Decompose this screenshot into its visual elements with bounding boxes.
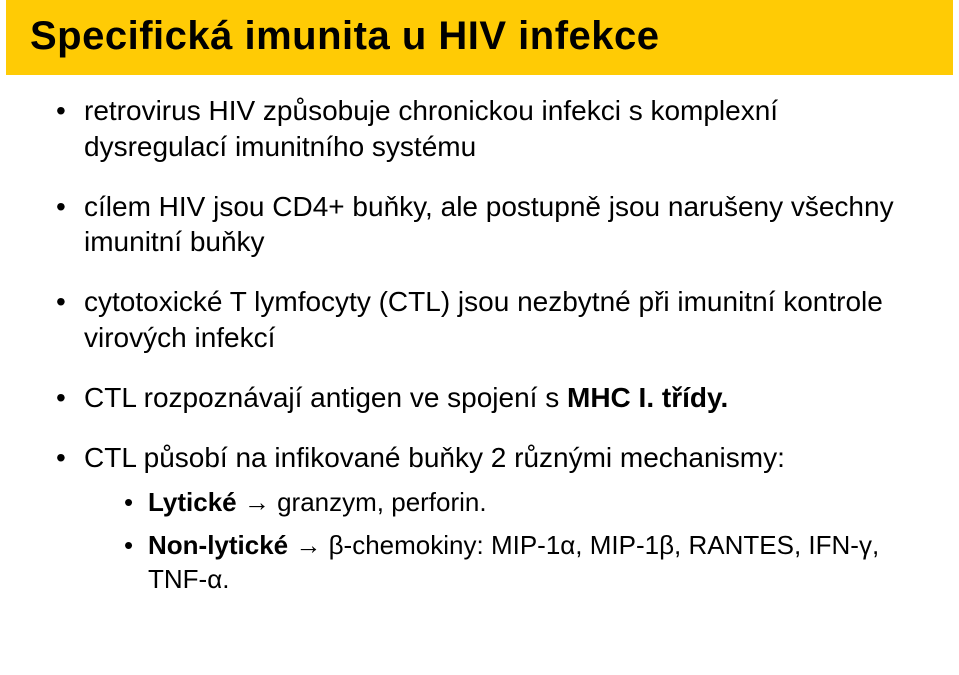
bullet-list: retrovirus HIV způsobuje chronickou infe… xyxy=(56,93,919,597)
sub-bullet-item: Lytické → granzym, perforin. xyxy=(124,486,919,520)
bullet-item: retrovirus HIV způsobuje chronickou infe… xyxy=(56,93,919,165)
content-area: retrovirus HIV způsobuje chronickou infe… xyxy=(0,75,959,597)
bullet-item: CTL rozpoznávají antigen ve spojení s MH… xyxy=(56,380,919,416)
title-band: Specifická imunita u HIV infekce xyxy=(6,0,953,75)
bullet-item: cytotoxické T lymfocyty (CTL) jsou nezby… xyxy=(56,284,919,356)
bold-text: Lytické xyxy=(148,487,237,517)
bold-text: Non-lytické xyxy=(148,530,288,560)
bullet-item: cílem HIV jsou CD4+ buňky, ale postupně … xyxy=(56,189,919,261)
slide-title: Specifická imunita u HIV infekce xyxy=(30,14,929,59)
sub-bullet-item: Non-lytické → β-chemokiny: MIP-1α, MIP-1… xyxy=(124,529,919,597)
bullet-item: CTL působí na infikované buňky 2 různými… xyxy=(56,440,919,597)
bold-text: MHC I. třídy. xyxy=(567,382,728,413)
slide: Specifická imunita u HIV infekce retrovi… xyxy=(0,0,959,675)
sub-bullet-list: Lytické → granzym, perforin. Non-lytické … xyxy=(124,486,919,597)
